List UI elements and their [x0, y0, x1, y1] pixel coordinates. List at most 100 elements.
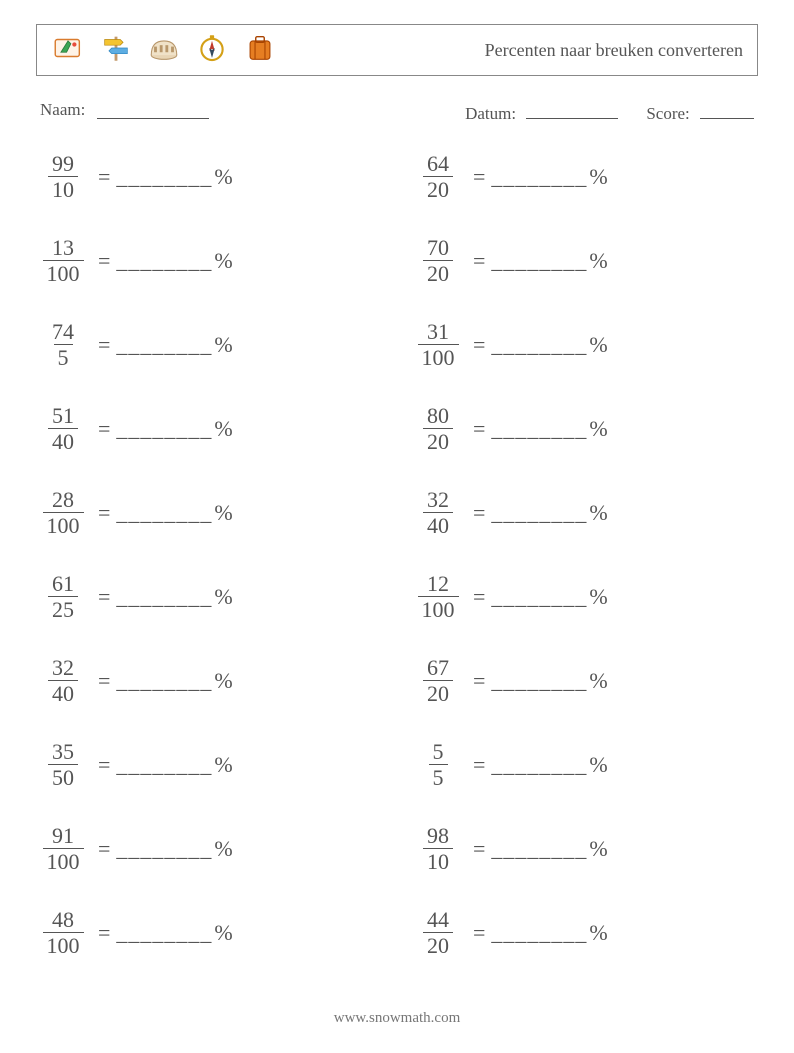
percent-sign: %	[214, 416, 232, 442]
equals-sign: =	[98, 668, 110, 694]
answer-blank[interactable]: ________	[116, 836, 212, 862]
fraction-denominator: 40	[48, 680, 78, 705]
score-label: Score:	[646, 104, 689, 123]
plane-ticket-icon	[51, 31, 85, 70]
compass-icon	[195, 31, 229, 70]
suitcase-icon	[243, 31, 277, 70]
fraction: 6720	[417, 656, 459, 705]
info-row: Naam: Datum: Score:	[40, 100, 754, 124]
fraction-denominator: 10	[423, 848, 453, 873]
percent-sign: %	[589, 332, 607, 358]
answer-blank[interactable]: ________	[491, 920, 587, 946]
fraction-numerator: 13	[48, 236, 78, 260]
equals-sign: =	[98, 332, 110, 358]
percent-sign: %	[589, 416, 607, 442]
problem-item: 5140=________%	[42, 404, 377, 454]
equals-sign: =	[473, 164, 485, 190]
answer-blank[interactable]: ________	[491, 584, 587, 610]
fraction: 8020	[417, 404, 459, 453]
fraction-denominator: 20	[423, 428, 453, 453]
percent-sign: %	[214, 584, 232, 610]
worksheet-header: Percenten naar breuken converteren	[36, 24, 758, 76]
name-blank[interactable]	[97, 100, 209, 119]
fraction-denominator: 20	[423, 260, 453, 285]
answer-blank[interactable]: ________	[116, 920, 212, 946]
fraction: 13100	[42, 236, 84, 285]
percent-sign: %	[589, 248, 607, 274]
fraction-numerator: 98	[423, 824, 453, 848]
problem-item: 6420=________%	[417, 152, 752, 202]
problem-item: 6125=________%	[42, 572, 377, 622]
problem-item: 4420=________%	[417, 908, 752, 958]
equals-sign: =	[98, 752, 110, 778]
fraction-numerator: 48	[48, 908, 78, 932]
answer-blank[interactable]: ________	[116, 164, 212, 190]
answer-blank[interactable]: ________	[491, 668, 587, 694]
answer-blank[interactable]: ________	[116, 584, 212, 610]
percent-sign: %	[589, 752, 607, 778]
answer-blank[interactable]: ________	[491, 836, 587, 862]
footer-url: www.snowmath.com	[0, 1010, 794, 1027]
worksheet-title: Percenten naar breuken converteren	[485, 40, 743, 61]
fraction: 48100	[42, 908, 84, 957]
answer-blank[interactable]: ________	[116, 668, 212, 694]
answer-blank[interactable]: ________	[491, 248, 587, 274]
answer-blank[interactable]: ________	[491, 332, 587, 358]
equals-sign: =	[473, 248, 485, 274]
answer-blank[interactable]: ________	[116, 752, 212, 778]
percent-sign: %	[589, 836, 607, 862]
answer-blank[interactable]: ________	[491, 416, 587, 442]
answer-blank[interactable]: ________	[116, 500, 212, 526]
answer-blank[interactable]: ________	[116, 248, 212, 274]
percent-sign: %	[214, 500, 232, 526]
answer-blank[interactable]: ________	[116, 416, 212, 442]
problem-item: 12100=________%	[417, 572, 752, 622]
fraction-denominator: 100	[43, 260, 84, 285]
answer-blank[interactable]: ________	[491, 752, 587, 778]
fraction: 6420	[417, 152, 459, 201]
percent-sign: %	[589, 584, 607, 610]
equals-sign: =	[98, 248, 110, 274]
equals-sign: =	[473, 752, 485, 778]
fraction: 3240	[417, 488, 459, 537]
fraction-numerator: 91	[48, 824, 78, 848]
problem-item: 7020 =________%	[417, 236, 752, 286]
equals-sign: =	[473, 416, 485, 442]
date-blank[interactable]	[526, 100, 618, 119]
percent-sign: %	[214, 752, 232, 778]
fraction-numerator: 32	[423, 488, 453, 512]
fraction: 3240	[42, 656, 84, 705]
fraction: 28100	[42, 488, 84, 537]
fraction-denominator: 25	[48, 596, 78, 621]
equals-sign: =	[98, 500, 110, 526]
fraction-denominator: 10	[48, 176, 78, 201]
equals-sign: =	[98, 920, 110, 946]
equals-sign: =	[473, 500, 485, 526]
score-group: Score:	[646, 100, 754, 124]
fraction: 91100	[42, 824, 84, 873]
fraction-numerator: 80	[423, 404, 453, 428]
problem-item: 91100=________%	[42, 824, 377, 874]
fraction: 7020	[417, 236, 459, 285]
fraction: 6125	[42, 572, 84, 621]
answer-blank[interactable]: ________	[491, 500, 587, 526]
fraction-numerator: 12	[423, 572, 453, 596]
problem-item: 9810=________%	[417, 824, 752, 874]
header-icon-row	[51, 31, 277, 70]
score-blank[interactable]	[700, 100, 754, 119]
fraction: 5140	[42, 404, 84, 453]
fraction: 9810	[417, 824, 459, 873]
fraction: 55	[417, 740, 459, 789]
fraction-numerator: 99	[48, 152, 78, 176]
fraction-denominator: 20	[423, 680, 453, 705]
answer-blank[interactable]: ________	[116, 332, 212, 358]
name-label: Naam:	[40, 100, 85, 124]
problems-grid: 9910=________%6420=________%13100=______…	[36, 152, 758, 958]
equals-sign: =	[98, 164, 110, 190]
fraction-denominator: 50	[48, 764, 78, 789]
fraction-numerator: 74	[48, 320, 78, 344]
answer-blank[interactable]: ________	[491, 164, 587, 190]
percent-sign: %	[214, 920, 232, 946]
problem-item: 9910=________%	[42, 152, 377, 202]
problem-item: 31100=________%	[417, 320, 752, 370]
